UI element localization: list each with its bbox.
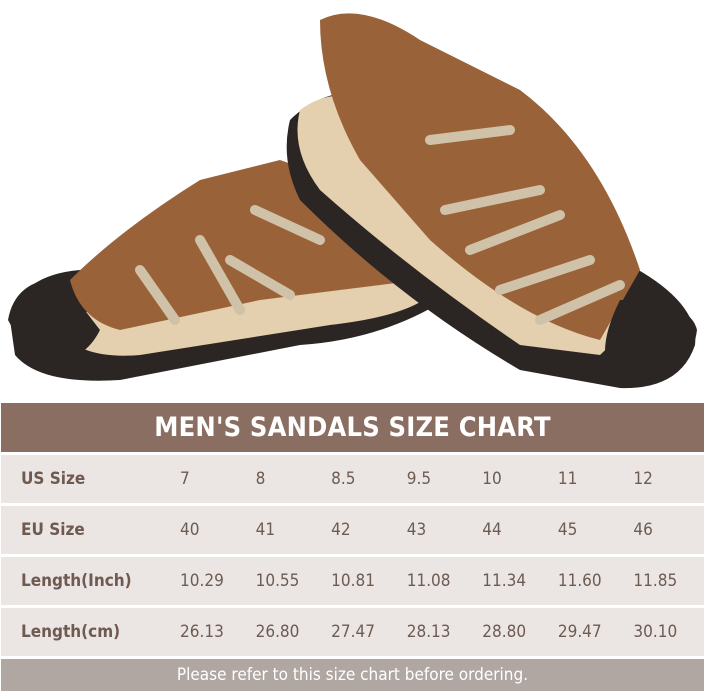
table-cell: 9.5 [406, 469, 432, 489]
table-cell: 43 [406, 520, 427, 540]
table-cell: 44 [482, 520, 502, 540]
row-label: Length(Inch) [21, 571, 132, 591]
row-label: Length(cm) [21, 622, 121, 642]
table-row-us-size: US Size 7 8 8.5 9.5 10 11 12 [1, 455, 704, 503]
table-cell: 10.81 [331, 571, 375, 591]
table-cell: 42 [331, 520, 351, 540]
table-cell: 8.5 [331, 469, 356, 489]
row-label: US Size [21, 469, 86, 489]
table-cell: 41 [255, 520, 276, 540]
table-cell: 26.80 [255, 622, 300, 642]
table-cell: 27.47 [331, 622, 375, 642]
table-row-eu-size: EU Size 40 41 42 43 44 45 46 [1, 506, 704, 554]
table-cell: 26.13 [180, 622, 224, 642]
table-cell: 28.13 [406, 622, 451, 642]
table-row-length-inch: Length(Inch) 10.29 10.55 10.81 11.08 11.… [1, 557, 704, 605]
size-chart-note: Please refer to this size chart before o… [1, 659, 704, 691]
table-cell: 30.10 [633, 622, 678, 642]
table-cell: 10.55 [255, 571, 300, 591]
size-chart-table: MEN'S SANDALS SIZE CHART US Size 7 8 8.5… [1, 403, 704, 691]
table-cell: 10 [482, 469, 502, 489]
table-cell: 8 [255, 469, 266, 489]
table-cell: 28.80 [482, 622, 527, 642]
table-cell: 40 [180, 520, 200, 540]
table-cell: 11 [557, 469, 578, 489]
table-cell: 46 [633, 520, 653, 540]
table-cell: 7 [180, 469, 190, 489]
table-cell: 12 [633, 469, 653, 489]
sandals-product-photo [8, 13, 697, 389]
table-cell: 11.08 [406, 571, 451, 591]
right-sandal [286, 13, 697, 389]
row-label: EU Size [21, 520, 85, 540]
size-chart-title: MEN'S SANDALS SIZE CHART [1, 403, 704, 452]
table-cell: 11.60 [557, 571, 602, 591]
table-cell: 11.85 [633, 571, 678, 591]
table-cell: 29.47 [557, 622, 602, 642]
table-cell: 10.29 [180, 571, 224, 591]
table-row-length-cm: Length(cm) 26.13 26.80 27.47 28.13 28.80… [1, 608, 704, 656]
table-cell: 11.34 [482, 571, 527, 591]
table-cell: 45 [557, 520, 578, 540]
left-sandal [8, 160, 445, 381]
